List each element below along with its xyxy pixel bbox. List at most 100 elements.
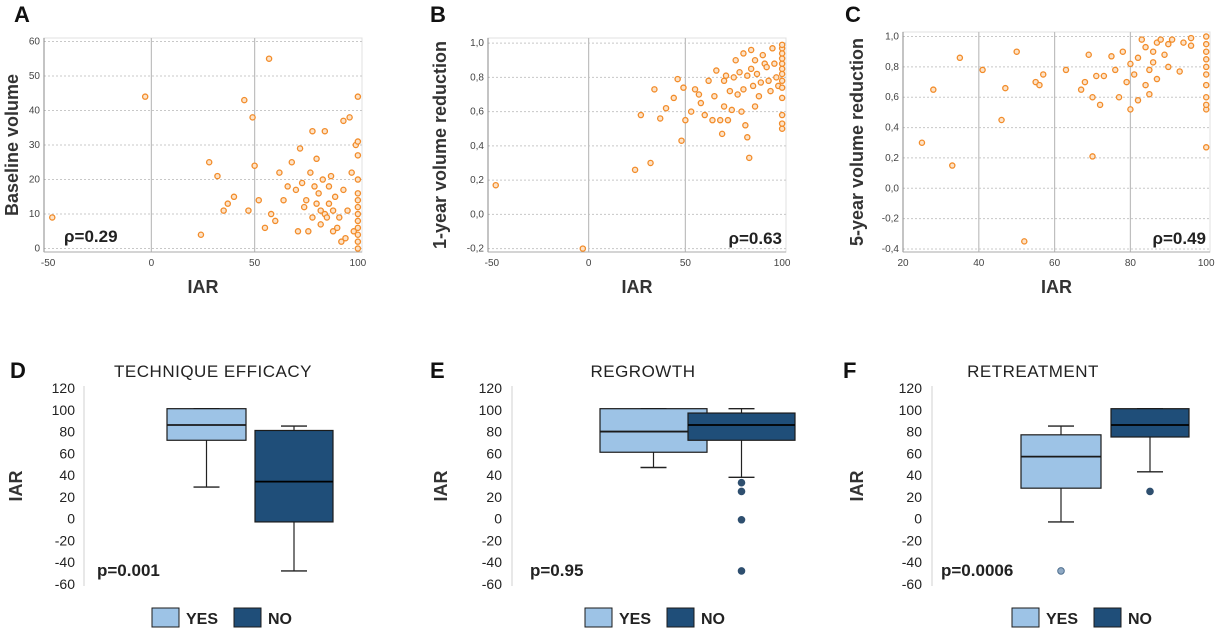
data-point [249, 114, 256, 121]
data-point [1202, 40, 1210, 48]
y-tick-label: 120 [52, 380, 76, 396]
data-point [778, 65, 786, 73]
y-axis-title: 1-year volume reduction [430, 41, 450, 249]
data-point [730, 74, 738, 81]
data-point [778, 70, 786, 78]
data-point [319, 176, 327, 183]
data-point [1096, 101, 1104, 109]
y-axis-title: IAR [847, 471, 867, 502]
panel-b: B -0,2 0,0 0,2 0,4 0,6 0,8 1,0 -50 0 50 100 ρ=0.63 IA… [430, 2, 791, 297]
data-point [333, 224, 341, 232]
data-point [1130, 71, 1138, 78]
data-point [230, 193, 238, 201]
data-point [354, 138, 362, 145]
data-point [251, 162, 258, 169]
data-point [778, 120, 786, 127]
data-point [296, 145, 304, 152]
data-point [742, 122, 749, 129]
y-tick-label: 100 [479, 402, 503, 418]
data-point [354, 203, 362, 211]
p-value-label: p=0.95 [530, 561, 583, 580]
data-point [255, 196, 263, 204]
y-tick-label: 120 [479, 380, 503, 396]
data-point [647, 159, 654, 167]
y-tick-label: 20 [29, 175, 41, 186]
data-point [327, 172, 335, 180]
x-tick-label: 100 [350, 258, 367, 269]
y-axis-title: IAR [431, 471, 451, 502]
data-point [1062, 66, 1070, 74]
data-point [734, 91, 741, 98]
data-point [317, 207, 324, 214]
y-axis-title: 5-year volume reduction [847, 38, 867, 246]
data-point [670, 94, 678, 102]
x-tick-label: -50 [41, 258, 56, 269]
data-point [753, 70, 761, 78]
data-point [1089, 93, 1096, 101]
data-point [720, 103, 728, 110]
data-point [736, 68, 743, 76]
x-tick-label: 50 [680, 258, 692, 269]
data-point [305, 228, 312, 235]
data-point [302, 196, 310, 204]
data-point [778, 84, 786, 91]
data-point [778, 41, 786, 49]
y-tick-label: 30 [29, 140, 41, 151]
y-tick-label: -0,2 [467, 244, 485, 255]
box-yes [1020, 425, 1102, 575]
data-point [718, 130, 726, 138]
data-point [220, 207, 227, 214]
data-point [579, 245, 587, 252]
data-point [709, 116, 716, 124]
data-point [1149, 59, 1157, 66]
outlier-point [737, 567, 746, 575]
y-tick-label: -60 [55, 576, 75, 592]
legend-label-yes: YES [619, 611, 651, 628]
box-yes [166, 407, 247, 488]
y-tick-label: 0 [914, 511, 922, 527]
data-point [1021, 238, 1028, 245]
data-point [1202, 81, 1210, 89]
correlation-label: ρ=0.49 [1152, 229, 1206, 248]
y-tick-label: 80 [906, 424, 922, 440]
y-tick-label: 0,6 [885, 92, 899, 103]
legend-label-no: NO [1128, 611, 1152, 628]
y-tick-label: 60 [486, 445, 502, 461]
x-axis-title: IAR [1041, 277, 1072, 297]
data-point [309, 127, 316, 135]
data-point [637, 111, 645, 119]
box-no [687, 407, 796, 575]
x-tick-label: 80 [1125, 258, 1137, 269]
data-point [1142, 81, 1149, 89]
data-point [311, 183, 318, 190]
data-point [354, 217, 362, 225]
data-point [205, 159, 213, 166]
data-point [979, 66, 986, 74]
data-point [1157, 36, 1164, 43]
data-point [340, 117, 347, 125]
panel-e: E REGROWTH -60 -40 -20 0 20 40 60 80 100 120 IAR p=0.… [430, 358, 796, 628]
data-point [745, 154, 753, 162]
data-point [1138, 36, 1146, 43]
data-point [705, 77, 712, 85]
y-tick-label: 0 [494, 511, 502, 527]
data-point [759, 51, 767, 59]
data-point [325, 200, 333, 207]
data-point [338, 238, 345, 245]
data-point [321, 127, 329, 135]
y-tick-label: 80 [59, 424, 75, 440]
data-point [280, 196, 287, 204]
data-point [1149, 48, 1157, 55]
y-tick-label: 50 [29, 71, 41, 82]
data-point [354, 210, 362, 218]
legend-label-no: NO [268, 611, 292, 628]
y-tick-label: 60 [29, 36, 41, 47]
data-point [307, 169, 314, 176]
legend-swatch-no [233, 607, 262, 628]
data-point [1119, 48, 1127, 55]
data-point [1202, 144, 1210, 151]
data-point [773, 74, 780, 81]
data-point [1202, 33, 1210, 40]
